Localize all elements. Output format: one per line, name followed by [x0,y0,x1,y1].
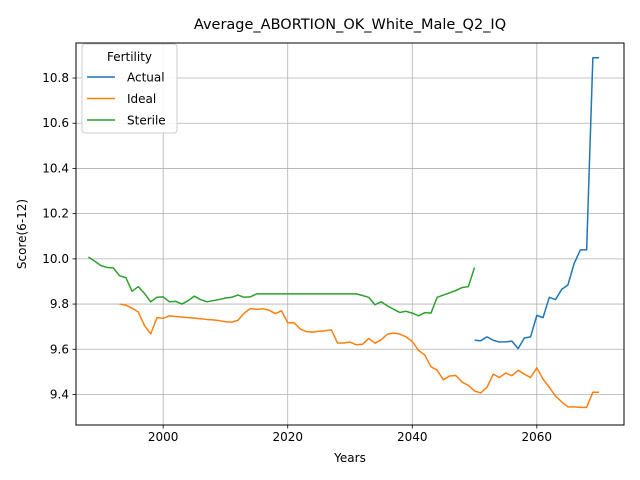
legend: Fertility Actual Ideal Sterile [82,44,177,133]
y-axis-label: Score(6-12) [15,199,29,269]
x-tick-label: 2060 [522,430,553,444]
x-tick-label: 2020 [272,430,303,444]
x-tick-label: 2040 [397,430,428,444]
y-tick-label: 10.4 [42,161,69,175]
legend-label-ideal: Ideal [127,92,156,106]
x-tick-label: 2000 [148,430,179,444]
y-tick-label: 10.0 [42,252,69,266]
x-axis-label: Years [333,451,366,465]
y-tick-label: 10.2 [42,207,69,221]
legend-title: Fertility [107,50,152,64]
legend-label-sterile: Sterile [127,114,166,128]
y-tick-label: 10.8 [42,71,69,85]
chart-title: Average_ABORTION_OK_White_Male_Q2_IQ [194,17,506,33]
y-tick-label: 10.6 [42,116,69,130]
y-tick-label: 9.6 [50,342,69,356]
y-tick-label: 9.8 [50,297,69,311]
y-tick-label: 9.4 [50,387,69,401]
legend-label-actual: Actual [127,71,165,85]
